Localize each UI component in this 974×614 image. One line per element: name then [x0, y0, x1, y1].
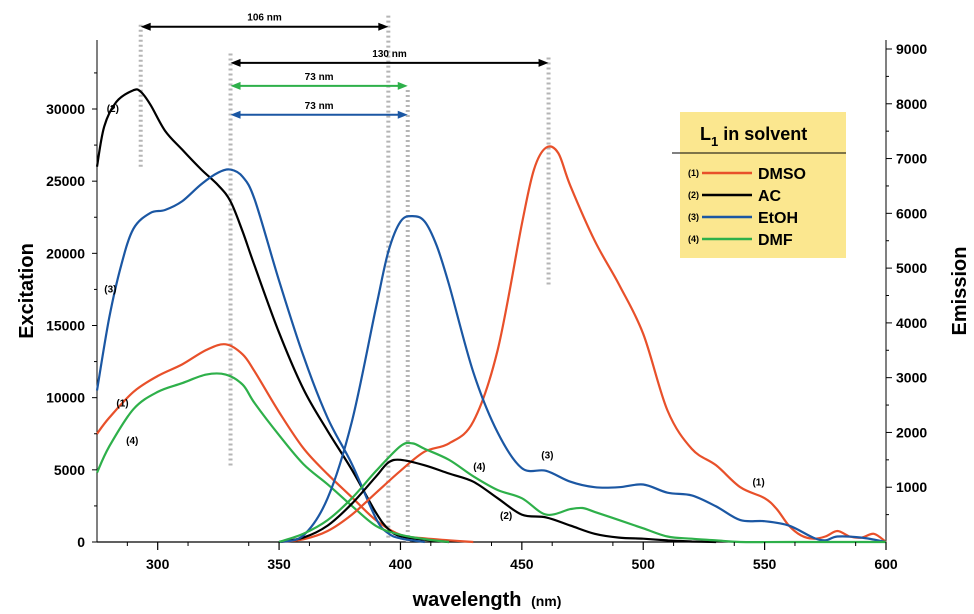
y-left-tick-label: 20000	[46, 245, 85, 261]
series-line-etoh-emission	[279, 216, 886, 542]
guide-lines	[141, 15, 549, 542]
y-left-tick-label: 30000	[46, 101, 85, 117]
legend-entry-label: EtOH	[758, 210, 798, 227]
annotation-label: 106 nm	[247, 13, 282, 24]
y-right-tick-label: 2000	[896, 424, 927, 440]
y-left-tick-label: 5000	[54, 462, 85, 478]
legend-entry-label: AC	[758, 188, 782, 205]
annotation-arrowhead-left	[231, 111, 241, 119]
legend-entry-number: (1)	[688, 168, 699, 178]
legend-title-sub: 1	[711, 134, 718, 149]
curve-marker-label: (2)	[500, 511, 512, 522]
legend-entry-number: (3)	[688, 212, 699, 222]
y-right-tick-label: 4000	[896, 315, 927, 331]
x-axis-title-main: wavelength	[412, 589, 522, 611]
series-line-dmf-excitation	[97, 373, 449, 542]
x-tick-label: 500	[632, 556, 656, 572]
legend-entry-label: DMF	[758, 232, 793, 249]
annotation-label: 73 nm	[305, 72, 334, 83]
y-left-tick-label: 15000	[46, 318, 85, 334]
x-tick-label: 550	[753, 556, 777, 572]
legend-entry-number: (4)	[688, 234, 699, 244]
annotation-arrowhead-right	[398, 82, 408, 90]
y-axis-left-title: Excitation	[16, 243, 38, 339]
x-axis-title: wavelength (nm)	[412, 589, 562, 611]
y-right-tick-label: 1000	[896, 479, 927, 495]
x-axis-title-unit: (nm)	[531, 593, 561, 609]
x-tick-label: 450	[510, 556, 534, 572]
curve-marker-label: (3)	[541, 450, 553, 461]
curve-marker-label: (1)	[116, 398, 128, 409]
curve-marker-label: (4)	[473, 462, 485, 473]
x-tick-label: 400	[389, 556, 413, 572]
y-left-tick-label: 0	[77, 534, 85, 550]
curve-marker-label: (2)	[107, 104, 119, 115]
annotation-arrowhead-left	[141, 23, 151, 31]
annotation-arrowhead-right	[539, 59, 549, 67]
legend-entry-label: DMSO	[758, 166, 806, 183]
y-right-tick-label: 3000	[896, 370, 927, 386]
y-right-tick-label: 5000	[896, 260, 927, 276]
y-left-tick-label: 10000	[46, 390, 85, 406]
legend-title-main: L	[700, 124, 711, 144]
legend-entry-number: (2)	[688, 190, 699, 200]
y-right-tick-label: 7000	[896, 151, 927, 167]
curve-marker-label: (4)	[126, 436, 138, 447]
y-right-tick-label: 9000	[896, 41, 927, 57]
x-tick-label: 350	[267, 556, 291, 572]
annotation-arrowhead-right	[378, 23, 388, 31]
curve-marker-label: (3)	[104, 284, 116, 295]
legend-title-rest: in solvent	[718, 124, 807, 144]
annotation-label: 130 nm	[372, 49, 407, 60]
y-right-tick-label: 6000	[896, 205, 927, 221]
y-right-tick-label: 8000	[896, 96, 927, 112]
curve-marker-label: (1)	[752, 478, 764, 489]
x-tick-label: 300	[146, 556, 170, 572]
annotation-label: 73 nm	[305, 101, 334, 112]
x-tick-label: 600	[874, 556, 898, 572]
curve-marker-layer: (2) (3) (1) (4) (4) (3) (2) (1)	[104, 104, 764, 522]
y-axis-right-title: Emission	[949, 247, 971, 336]
annotation-layer: 106 nm 130 nm 73 nm 73 nm	[141, 13, 549, 119]
series-line-etoh-excitation	[97, 169, 425, 542]
y-left-tick-label: 25000	[46, 173, 85, 189]
legend: L1 in solvent (1) DMSO (2) AC (3) EtOH (4) DMF	[672, 112, 846, 258]
